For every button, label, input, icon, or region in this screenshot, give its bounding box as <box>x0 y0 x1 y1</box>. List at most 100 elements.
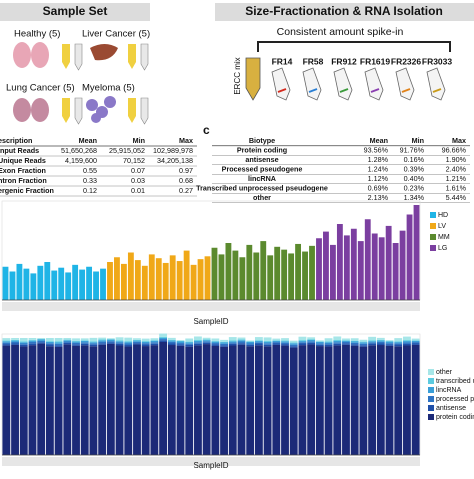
bar-segment <box>281 342 289 345</box>
bar-segment <box>350 345 359 455</box>
bar-segment <box>298 341 307 343</box>
bar-segment <box>72 342 80 345</box>
bar <box>267 255 274 300</box>
bar <box>371 233 378 300</box>
bar-segment <box>342 341 350 344</box>
fraction-label: FR14 <box>272 56 293 66</box>
bar-segment <box>376 340 385 342</box>
bar-segment <box>150 338 159 341</box>
bar-segment <box>45 338 54 342</box>
bar-segment <box>37 340 46 343</box>
table-cell: 2.40% <box>446 164 467 173</box>
legend-swatch <box>430 245 436 251</box>
fraction-label: FR1619 <box>360 56 391 66</box>
tube-liquid <box>277 88 287 93</box>
bar-segment <box>185 344 194 347</box>
bar-segment <box>19 346 28 455</box>
bar-segment <box>45 346 54 455</box>
bar-segment <box>350 338 359 341</box>
x-tick-labels <box>2 302 420 311</box>
table-cell: 0.27 <box>179 186 193 195</box>
legend-label: LG <box>438 245 447 252</box>
bar <box>406 214 413 300</box>
bar-segment <box>289 346 298 348</box>
bar-segment <box>289 347 298 455</box>
bar-segment <box>115 343 124 346</box>
bar-segment <box>359 343 368 346</box>
bar <box>190 264 197 300</box>
bar-segment <box>159 340 168 342</box>
bar <box>65 272 72 300</box>
bar-segment <box>106 338 115 340</box>
table-cell: 0.69% <box>368 183 389 192</box>
bar-segment <box>254 340 263 342</box>
bar-segment <box>281 340 289 342</box>
header-box <box>215 3 474 21</box>
bar-segment <box>185 341 194 343</box>
group-label: Myeloma (5) <box>82 83 135 94</box>
bar <box>246 244 253 300</box>
bar <box>385 225 392 300</box>
bar <box>357 241 364 300</box>
bar-segment <box>394 346 403 455</box>
bar-segment <box>167 341 176 344</box>
tube-liquid <box>432 88 442 93</box>
bar-segment <box>342 338 350 341</box>
bar-segment <box>202 340 211 342</box>
bar-segment <box>342 340 350 342</box>
bar-segment <box>141 341 150 342</box>
bar-segment <box>106 339 115 342</box>
bar-segment <box>185 343 194 345</box>
table-cell: 1.12% <box>368 174 389 183</box>
legend-swatch <box>428 369 434 375</box>
bar-segment <box>124 345 133 347</box>
bar <box>225 243 232 300</box>
bar-segment <box>19 344 28 347</box>
legend-swatch <box>428 405 434 411</box>
table-cell: 0.03 <box>131 176 145 185</box>
bar-segment <box>176 341 185 344</box>
bar-segment <box>385 341 394 342</box>
bar-segment <box>403 341 411 343</box>
table-header: escription <box>0 136 32 145</box>
bar-segment <box>272 338 281 341</box>
bar-segment <box>246 341 255 344</box>
bar-segment <box>194 336 202 340</box>
tube <box>364 67 384 101</box>
bar-segment <box>63 344 72 455</box>
bar-segment <box>2 344 11 346</box>
legend-swatch <box>428 414 434 420</box>
bar-segment <box>28 339 37 341</box>
bar <box>211 247 218 300</box>
bar-segment <box>263 340 272 342</box>
bar-segment <box>176 343 185 345</box>
tube <box>395 67 415 101</box>
bar-segment <box>211 343 220 345</box>
bar-segment <box>159 333 168 337</box>
bar-segment <box>115 341 124 343</box>
bar-segment <box>298 336 307 341</box>
bar <box>120 263 127 300</box>
bar-segment <box>80 343 89 346</box>
bar-segment <box>89 343 98 345</box>
bar-segment <box>298 345 307 455</box>
bar-segment <box>63 338 72 340</box>
bar-segment <box>124 337 133 342</box>
bar-segment <box>63 340 72 342</box>
bar-segment <box>54 345 63 347</box>
bar-segment <box>72 344 80 346</box>
bar-segment <box>150 340 159 343</box>
bar-segment <box>281 344 289 346</box>
bar-segment <box>28 345 37 455</box>
bar <box>378 237 385 300</box>
bar-segment <box>202 341 211 343</box>
bar-segment <box>385 344 394 346</box>
bar-segment <box>98 341 107 344</box>
bar-segment <box>133 341 141 344</box>
bar <box>399 230 406 300</box>
bar-segment <box>411 340 420 343</box>
bar-segment <box>228 337 237 341</box>
bar-segment <box>89 341 98 343</box>
bar-segment <box>315 340 324 342</box>
bar-segment <box>176 345 185 455</box>
